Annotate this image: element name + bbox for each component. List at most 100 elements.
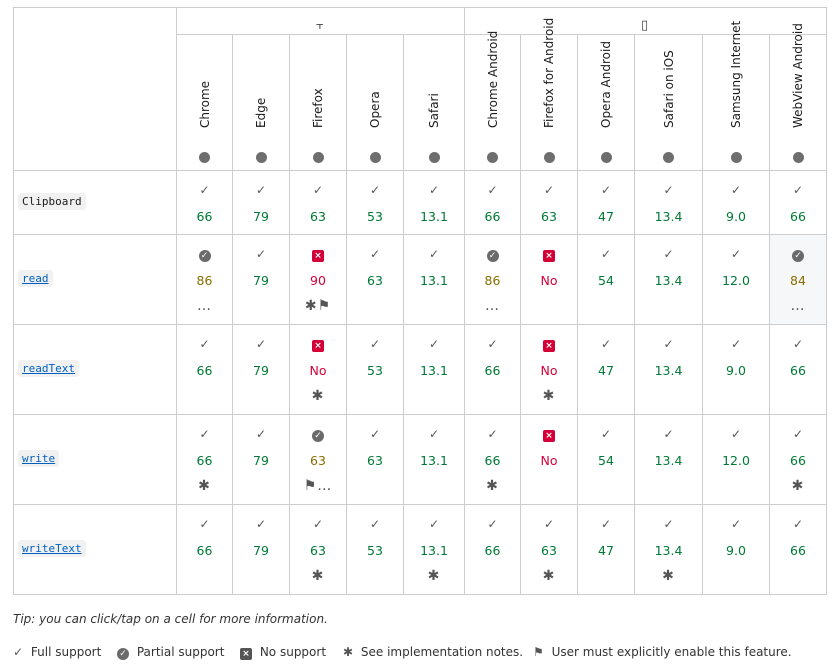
support-cell[interactable]: ✓ 13.1 xyxy=(404,235,465,325)
support-cell[interactable]: ✓ 47 xyxy=(578,505,635,595)
support-cell[interactable]: ✓ 86… xyxy=(177,235,233,325)
support-cell[interactable]: ✓ 63 ✱ xyxy=(521,505,578,595)
browser-header: Chrome xyxy=(177,35,233,171)
version-text: 54 xyxy=(598,273,614,288)
support-cell[interactable]: ✓ 66 xyxy=(177,171,233,235)
support-cell[interactable]: ✓ 53 xyxy=(347,325,404,415)
support-cell[interactable]: ✓ 84… xyxy=(770,235,827,325)
support-cell[interactable]: ✓ 79 xyxy=(233,505,290,595)
browser-logo-icon xyxy=(543,152,555,163)
support-cell[interactable]: ✓ 66 xyxy=(465,171,521,235)
version-text: 66 xyxy=(196,453,213,468)
check-icon: ✓ xyxy=(487,517,498,531)
version-text: 79 xyxy=(253,543,269,558)
support-cell[interactable]: ✓ 13.1 xyxy=(404,325,465,415)
support-cell[interactable]: ✓ 63 ✱ xyxy=(290,505,347,595)
support-cell[interactable]: ✓ 63 xyxy=(347,415,404,505)
support-cell[interactable]: ✓ 66 ✱ xyxy=(770,415,827,505)
check-icon: ✓ xyxy=(663,247,674,261)
cell-notes: ✱ xyxy=(427,568,441,584)
version-text: 47 xyxy=(598,363,614,378)
support-cell[interactable]: ✓ 54 xyxy=(578,235,635,325)
version-text: 66 xyxy=(790,543,806,558)
support-cell[interactable]: ✓ 13.1 xyxy=(404,415,465,505)
flag-icon: ⚑ xyxy=(533,645,544,659)
support-cell[interactable]: × No xyxy=(521,415,578,505)
version-text: 47 xyxy=(598,543,614,558)
support-cell[interactable]: ✓ 66 xyxy=(465,325,521,415)
support-cell[interactable]: ✓ 66 xyxy=(770,325,827,415)
support-cell[interactable]: ✓ 66 ✱ xyxy=(177,415,233,505)
support-cell[interactable]: ✓ 79 xyxy=(233,325,290,415)
feature-link[interactable]: writeText xyxy=(18,540,86,557)
support-cell[interactable]: ✓ 66 xyxy=(465,505,521,595)
version-text: 66 xyxy=(790,209,806,224)
group-mobile-header: ▯ xyxy=(465,8,827,35)
check-icon: ✓ xyxy=(255,183,267,197)
partial-support-icon: ✓ xyxy=(465,247,520,262)
support-cell[interactable]: ✓ 63 xyxy=(347,235,404,325)
asterisk-icon: ✱ xyxy=(343,645,354,659)
browser-name: Samsung Internet xyxy=(729,20,743,128)
support-cell[interactable]: ✓ 66 xyxy=(770,505,827,595)
version-text: 13.4 xyxy=(654,273,683,288)
version-text: No xyxy=(540,363,558,378)
support-cell[interactable]: ✓ 13.4 xyxy=(635,415,703,505)
support-cell[interactable]: × No ✱ xyxy=(521,325,578,415)
support-cell[interactable]: × No ✱ xyxy=(290,325,347,415)
support-cell[interactable]: ✓ 63 ⚑… xyxy=(290,415,347,505)
feature-link[interactable]: write xyxy=(18,450,60,467)
support-cell[interactable]: ✓ 63 xyxy=(290,171,347,235)
support-cell[interactable]: ✓ 66 xyxy=(177,505,233,595)
browser-name: WebView Android xyxy=(791,23,805,128)
feature-link[interactable]: readText xyxy=(18,360,79,377)
browser-logo-icon xyxy=(487,152,498,163)
support-cell[interactable]: ✓ 53 xyxy=(347,171,404,235)
support-cell[interactable]: ✓ 13.1 xyxy=(404,171,465,235)
support-cell[interactable]: × No xyxy=(521,235,578,325)
check-icon: ✓ xyxy=(487,427,498,441)
support-cell[interactable]: ✓ 12.0 xyxy=(703,415,770,505)
support-cell[interactable]: ✓ 9.0 xyxy=(703,505,770,595)
support-cell[interactable]: ✓ 13.1 ✱ xyxy=(404,505,465,595)
version-text: 79 xyxy=(253,209,269,224)
version-text: 13.4 xyxy=(654,363,683,378)
browser-logo-icon xyxy=(369,152,381,163)
support-cell[interactable]: ✓ 54 xyxy=(578,415,635,505)
support-cell[interactable]: ✓ 13.4 xyxy=(635,171,703,235)
no-support-icon: × xyxy=(290,337,346,352)
support-cell[interactable]: ✓ 9.0 xyxy=(703,171,770,235)
support-cell[interactable]: ✓ 86… xyxy=(465,235,521,325)
legend-flag: ⚑ User must explicitly enable this featu… xyxy=(533,645,792,659)
compat-table: ⫟ ▯ Chrome Edge Firefox Opera Safari Chrome And… xyxy=(13,7,827,595)
support-cell[interactable]: ✓ 63 xyxy=(521,171,578,235)
version-text: 13.1 xyxy=(420,363,448,378)
support-cell[interactable]: ✓ 13.4 ✱ xyxy=(635,505,703,595)
version-text: 79 xyxy=(253,453,269,468)
support-cell[interactable]: ✓ 13.4 xyxy=(635,235,703,325)
support-cell[interactable]: ✓ 47 xyxy=(578,171,635,235)
check-icon: ✓ xyxy=(369,247,381,261)
support-cell[interactable]: ✓ 66 xyxy=(770,171,827,235)
support-cell[interactable]: ✓ 13.4 xyxy=(635,325,703,415)
feature-link[interactable]: read xyxy=(18,270,53,287)
version-text: 12.0 xyxy=(722,453,750,468)
support-cell[interactable]: ✓ 66 xyxy=(177,325,233,415)
support-cell[interactable]: ✓ 79 xyxy=(233,235,290,325)
browser-header: Opera Android xyxy=(578,35,635,171)
support-cell[interactable]: ✓ 47 xyxy=(578,325,635,415)
support-cell[interactable]: ✓ 53 xyxy=(347,505,404,595)
feature-name: Clipboard xyxy=(18,193,86,210)
support-cell[interactable]: × 90 ✱⚑ xyxy=(290,235,347,325)
cell-notes: ✱⚑ xyxy=(304,298,332,314)
group-desktop-header: ⫟ xyxy=(177,8,465,35)
support-cell[interactable]: ✓ 9.0 xyxy=(703,325,770,415)
support-cell[interactable]: ✓ 79 xyxy=(233,415,290,505)
check-icon: ✓ xyxy=(600,337,612,351)
feature-name-cell: Clipboard xyxy=(14,171,177,235)
support-cell[interactable]: ✓ 79 xyxy=(233,171,290,235)
support-cell[interactable]: ✓ 12.0 xyxy=(703,235,770,325)
support-cell[interactable]: ✓ 66 ✱ xyxy=(465,415,521,505)
browser-name: Safari xyxy=(427,93,441,128)
version-text: 63 xyxy=(310,543,326,558)
